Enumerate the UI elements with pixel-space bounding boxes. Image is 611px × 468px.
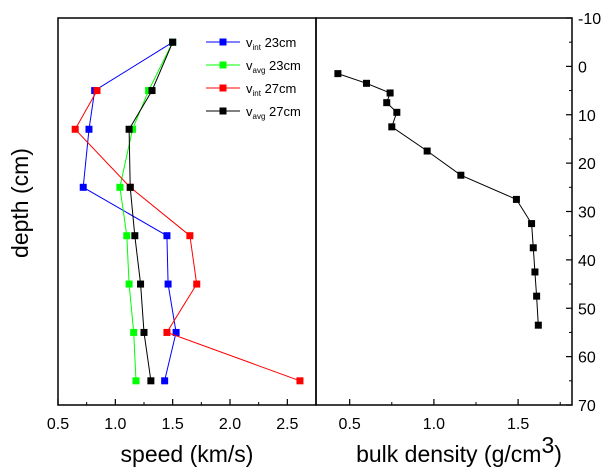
- legend-label-main: v: [246, 35, 253, 50]
- y-tick-label: 10: [578, 108, 596, 125]
- legend-marker-1: [219, 61, 227, 69]
- speed-series-2-point: [163, 328, 171, 336]
- speed-series-1-point: [123, 232, 131, 240]
- speed-x-tick-label: 1.5: [162, 416, 184, 433]
- y-tick-label: 50: [578, 301, 596, 318]
- speed-series-3-point: [147, 377, 155, 385]
- density-plot-frame: [315, 17, 573, 406]
- speed-series-3-point: [131, 232, 139, 240]
- speed-series-0-point: [85, 125, 93, 133]
- legend-label-0: vint 23cm: [246, 35, 296, 52]
- speed-series-0-point: [172, 328, 180, 336]
- legend-label-rest: 23cm: [265, 58, 300, 73]
- x-axis-label-density-main: bulk density (g/cm: [356, 441, 541, 467]
- density-series-0-point: [531, 268, 539, 276]
- speed-series-2-point: [193, 280, 201, 288]
- density-series-0-point: [393, 108, 401, 116]
- density-series-0-point: [423, 147, 431, 155]
- speed-series-2-point: [71, 125, 79, 133]
- speed-series-1-point: [125, 280, 133, 288]
- legend-label-main: v: [246, 58, 253, 73]
- speed-series-0-point: [161, 377, 169, 385]
- legend-marker-3: [219, 107, 227, 115]
- speed-series-3-point: [169, 38, 177, 46]
- density-series-0-point: [529, 244, 537, 252]
- speed-series-3-point: [125, 125, 133, 133]
- y-tick-label: 0: [578, 59, 587, 76]
- legend-label-rest: 23cm: [261, 35, 296, 50]
- speed-x-tick-label: 2.5: [276, 416, 298, 433]
- density-x-tick-label: 0.5: [339, 416, 361, 433]
- speed-series-1-point: [116, 183, 124, 191]
- legend-label-2: vint 27cm: [246, 81, 296, 98]
- speed-series-3-point: [140, 328, 148, 336]
- speed-x-tick-label: 1.0: [104, 416, 126, 433]
- speed-x-tick-label: 2.0: [219, 416, 241, 433]
- y-axis-label: depth (cm): [7, 148, 33, 258]
- density-series-0-point: [386, 89, 394, 97]
- y-tick-label: 40: [578, 253, 596, 270]
- legend-label-1: vavg 23cm: [246, 58, 301, 75]
- y-tick-label: -10: [578, 11, 601, 28]
- density-series-0-point: [534, 321, 542, 329]
- speed-series-2-point: [186, 232, 194, 240]
- density-series-0-line: [337, 73, 539, 326]
- legend-label-sub: int: [253, 89, 262, 98]
- legend-label-main: v: [246, 81, 253, 96]
- speed-series-3-point: [126, 183, 134, 191]
- density-series-0-point: [363, 79, 371, 87]
- density-x-tick-label: 1.0: [423, 416, 445, 433]
- legend-label-rest: 27cm: [261, 81, 296, 96]
- legend-label-sub: avg: [253, 112, 266, 121]
- x-axis-label-density-sup: 3: [541, 432, 554, 458]
- y-tick-label: 20: [578, 156, 596, 173]
- speed-series-0-point: [163, 232, 171, 240]
- density-series-0-point: [334, 70, 342, 78]
- speed-series-3-point: [148, 87, 156, 95]
- y-tick-label: 70: [578, 398, 596, 415]
- x-axis-label-density-end: ): [554, 441, 562, 467]
- speed-x-tick-label: 0.5: [47, 416, 69, 433]
- legend-marker-0: [219, 38, 227, 46]
- density-x-tick-label: 1.5: [507, 416, 529, 433]
- y-tick-label: 60: [578, 350, 596, 367]
- density-series-0-point: [528, 220, 536, 228]
- density-series-0-point: [457, 171, 465, 179]
- legend-marker-2: [219, 84, 227, 92]
- speed-series-0-point: [164, 280, 172, 288]
- speed-series-3-line: [128, 42, 174, 381]
- density-series-0-point: [533, 292, 541, 300]
- x-axis-label-speed: speed (km/s): [121, 441, 254, 467]
- speed-series-1-line: [119, 41, 174, 381]
- speed-series-1-point: [130, 328, 138, 336]
- speed-series-3-point: [137, 280, 145, 288]
- speed-plot-frame: [57, 17, 317, 406]
- legend-label-sub: int: [253, 43, 262, 52]
- legend-label-rest: 27cm: [265, 104, 300, 119]
- density-series-0-point: [512, 195, 520, 203]
- speed-series-0-point: [79, 183, 87, 191]
- speed-series-2-point: [296, 377, 304, 385]
- legend-label-3: vavg 27cm: [246, 104, 301, 121]
- legend-label-sub: avg: [253, 66, 266, 75]
- y-tick-label: 30: [578, 205, 596, 222]
- speed-series-1-point: [132, 377, 140, 385]
- speed-series-2-point: [93, 87, 101, 95]
- density-series-0-point: [383, 99, 391, 107]
- density-panel: 0.5 1.0 1.5 -10 0 10 20 30 40 50 60 70: [315, 11, 601, 433]
- x-axis-label-density: bulk density (g/cm3): [356, 432, 562, 467]
- density-series-0-point: [388, 123, 396, 131]
- legend-label-main: v: [246, 104, 253, 119]
